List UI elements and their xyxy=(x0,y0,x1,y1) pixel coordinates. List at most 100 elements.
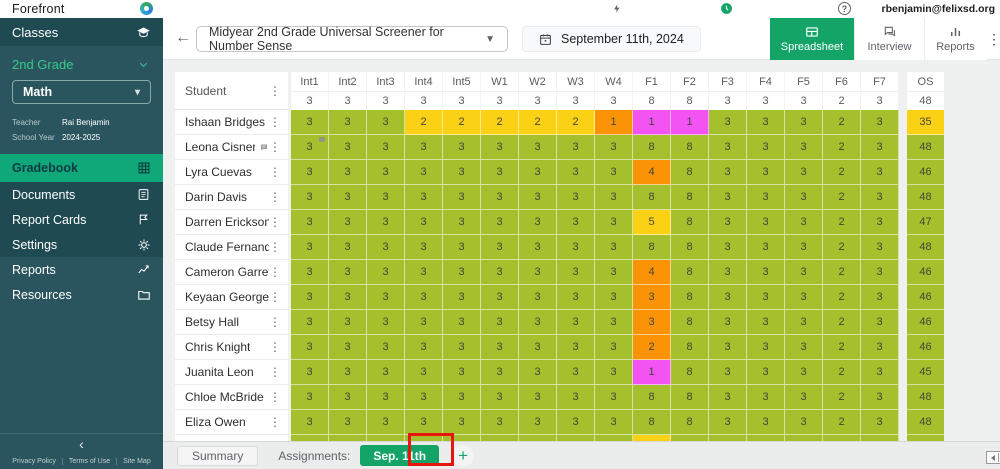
grade-cell[interactable]: 3 xyxy=(595,335,633,360)
grade-cell[interactable]: 2 xyxy=(823,110,861,135)
grade-cell[interactable]: 8 xyxy=(633,185,671,210)
grade-cell[interactable]: 8 xyxy=(633,235,671,260)
grade-cell[interactable]: 3 xyxy=(519,210,557,235)
grade-cell[interactable]: 3 xyxy=(519,160,557,185)
grade-cell[interactable]: 3 xyxy=(367,285,405,310)
grade-cell[interactable]: 3 xyxy=(747,210,785,235)
grade-cell[interactable]: 3 xyxy=(443,260,481,285)
site-map-link[interactable]: Site Map xyxy=(116,458,157,465)
grade-cell[interactable]: 3 xyxy=(405,160,443,185)
grade-cell[interactable]: 4 xyxy=(633,260,671,285)
grade-cell[interactable]: 3 xyxy=(291,210,329,235)
grade-cell[interactable]: 3 xyxy=(519,135,557,160)
grade-cell[interactable] xyxy=(367,435,405,441)
grade-cell[interactable]: 3 xyxy=(443,160,481,185)
grade-cell[interactable] xyxy=(633,435,671,441)
lightning-icon[interactable] xyxy=(612,2,622,15)
grade-cell[interactable]: 3 xyxy=(519,360,557,385)
grade-cell[interactable]: 3 xyxy=(861,235,899,260)
grade-cell[interactable]: 1 xyxy=(633,360,671,385)
grade-cell[interactable]: 3 xyxy=(405,135,443,160)
column-header[interactable]: F5 xyxy=(785,72,823,92)
grade-cell[interactable]: 3 xyxy=(405,385,443,410)
grade-cell[interactable]: 2 xyxy=(557,110,595,135)
grade-cell[interactable]: 3 xyxy=(785,410,823,435)
column-header[interactable]: F3 xyxy=(709,72,747,92)
grade-cell[interactable]: 3 xyxy=(405,260,443,285)
grade-cell[interactable]: 3 xyxy=(861,185,899,210)
grade-cell[interactable]: 3 xyxy=(329,410,367,435)
grade-cell[interactable]: 3 xyxy=(709,210,747,235)
grade-cell[interactable]: 3 xyxy=(329,160,367,185)
grade-cell[interactable] xyxy=(291,435,329,441)
grade-cell[interactable]: 2 xyxy=(443,110,481,135)
column-header[interactable]: W2 xyxy=(519,72,557,92)
grade-cell[interactable]: 3 xyxy=(329,235,367,260)
grade-cell[interactable]: 3 xyxy=(405,310,443,335)
grade-cell[interactable]: 2 xyxy=(823,185,861,210)
tab-interview[interactable]: Interview xyxy=(854,18,924,60)
grade-cell[interactable]: 3 xyxy=(557,160,595,185)
grade-cell[interactable]: 3 xyxy=(481,135,519,160)
grade-cell[interactable]: 3 xyxy=(595,310,633,335)
grade-cell[interactable] xyxy=(747,435,785,441)
row-menu-icon[interactable]: ⋮ xyxy=(269,290,281,304)
grade-cell[interactable]: 8 xyxy=(633,410,671,435)
grade-cell[interactable]: 1 xyxy=(671,110,709,135)
row-menu-icon[interactable]: ⋮ xyxy=(269,265,281,279)
grade-cell[interactable]: 3 xyxy=(861,385,899,410)
grade-cell[interactable]: 3 xyxy=(709,410,747,435)
grade-cell[interactable] xyxy=(557,435,595,441)
grade-cell[interactable]: 3 xyxy=(861,360,899,385)
grade-cell[interactable] xyxy=(671,435,709,441)
grade-cell[interactable]: 3 xyxy=(367,385,405,410)
grade-cell[interactable]: 3 xyxy=(519,285,557,310)
grade-cell[interactable]: 3 xyxy=(785,360,823,385)
grade-cell[interactable]: 3 xyxy=(329,385,367,410)
screener-select[interactable]: Midyear 2nd Grade Universal Screener for… xyxy=(196,25,508,53)
student-name-cell[interactable]: Chloe McBride ⋮ xyxy=(175,385,288,410)
grade-cell[interactable]: 3 xyxy=(329,310,367,335)
student-name-cell[interactable]: Juanita Leon ⋮ xyxy=(175,360,288,385)
grade-cell[interactable]: 8 xyxy=(671,135,709,160)
grade-cell[interactable]: 3 xyxy=(519,385,557,410)
student-name-cell[interactable]: Cameron Garrett ⋮ xyxy=(175,260,288,285)
grade-cell[interactable]: 3 xyxy=(557,335,595,360)
grade-cell[interactable]: 3 xyxy=(747,235,785,260)
grade-cell[interactable]: 3 xyxy=(557,260,595,285)
grade-cell[interactable]: 3 xyxy=(861,110,899,135)
grade-cell[interactable]: 3 xyxy=(595,360,633,385)
grade-cell[interactable]: 3 xyxy=(709,185,747,210)
grade-cell[interactable]: 3 xyxy=(861,260,899,285)
summary-tab[interactable]: Summary xyxy=(177,445,259,466)
student-name-cell[interactable]: Lyra Cuevas ⋮ xyxy=(175,160,288,185)
row-menu-icon[interactable]: ⋮ xyxy=(269,215,281,229)
grade-cell[interactable]: 3 xyxy=(785,285,823,310)
grade-cell[interactable]: 3 xyxy=(405,235,443,260)
grade-cell[interactable]: 3 xyxy=(747,410,785,435)
grade-cell[interactable]: 3 xyxy=(785,335,823,360)
sidebar-item-reports[interactable]: Reports xyxy=(0,257,163,282)
date-picker-button[interactable]: September 11th, 2024 xyxy=(522,26,701,52)
student-name-cell[interactable]: Ishaan Bridges ⋮ xyxy=(175,110,288,135)
assignment-date-tab[interactable]: Sep. 11th xyxy=(360,445,440,466)
grade-cell[interactable]: 3 xyxy=(785,185,823,210)
subject-select[interactable]: Math ▾ xyxy=(12,80,151,104)
grade-cell[interactable]: 8 xyxy=(671,235,709,260)
grade-cell[interactable]: 3 xyxy=(443,210,481,235)
grade-cell[interactable]: 3 xyxy=(519,335,557,360)
grade-cell[interactable]: 3 xyxy=(861,135,899,160)
grade-cell[interactable]: 3 xyxy=(557,235,595,260)
grade-cell[interactable]: 3 xyxy=(329,110,367,135)
grade-cell[interactable]: 3 xyxy=(861,410,899,435)
column-header[interactable]: Int4 xyxy=(405,72,443,92)
grade-cell[interactable]: 3 xyxy=(443,285,481,310)
grade-cell[interactable]: 3 xyxy=(367,235,405,260)
grade-cell[interactable]: 3 xyxy=(747,135,785,160)
grade-cell[interactable]: 3 xyxy=(329,185,367,210)
grade-cell[interactable]: 2 xyxy=(633,335,671,360)
grade-cell[interactable]: 3 xyxy=(481,385,519,410)
grade-cell[interactable]: 3 xyxy=(481,285,519,310)
grade-cell[interactable]: 3 xyxy=(747,285,785,310)
grade-cell[interactable]: 3 xyxy=(709,310,747,335)
